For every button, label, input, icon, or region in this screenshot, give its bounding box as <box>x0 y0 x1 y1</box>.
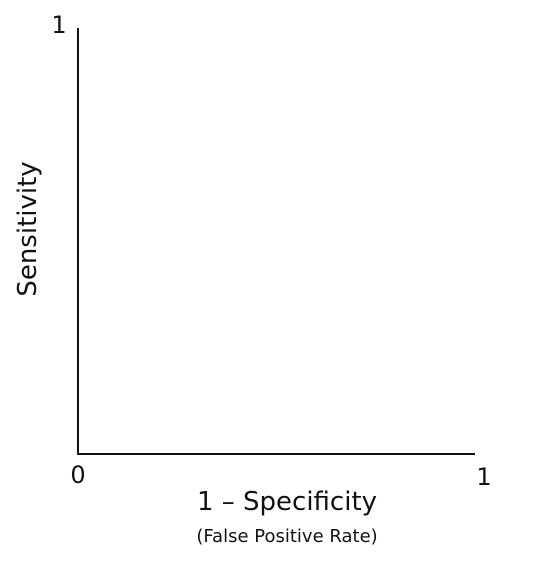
x-tick-label-0: 0 <box>70 461 85 489</box>
x-axis-subtitle: (False Positive Rate) <box>196 526 377 547</box>
y-axis-title: Sensitivity <box>13 161 43 296</box>
y-tick-label-1: 1 <box>51 11 66 39</box>
plot-area <box>77 28 475 455</box>
x-axis-title: 1 – Specificity <box>197 487 377 517</box>
x-tick-label-1: 1 <box>476 463 491 491</box>
